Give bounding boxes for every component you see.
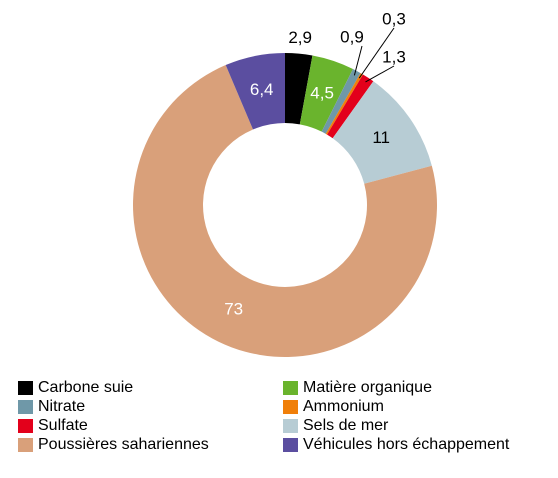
slice — [327, 74, 374, 139]
slice — [133, 65, 437, 357]
slice — [325, 73, 363, 135]
leader-line — [353, 45, 363, 76]
data-label: 4,5 — [310, 84, 334, 103]
legend-label: Sels de mer — [303, 417, 389, 434]
legend-label: Poussières sahariennes — [38, 436, 209, 453]
legend-swatch — [283, 419, 298, 433]
legend-swatch — [283, 381, 298, 395]
legend-swatch — [18, 419, 33, 433]
slice — [225, 53, 285, 130]
legend-label: Véhicules hors échappement — [303, 436, 510, 453]
slice — [332, 81, 432, 184]
data-label: 0,3 — [382, 9, 406, 28]
data-label: 11 — [372, 128, 390, 147]
legend-swatch — [18, 381, 33, 395]
legend-swatch — [283, 400, 298, 414]
legend-swatch — [18, 400, 33, 414]
legend-swatch — [18, 438, 33, 452]
data-label: 0,9 — [340, 27, 364, 46]
legend-swatch — [283, 438, 298, 452]
data-label: 2,9 — [288, 28, 312, 47]
legend-label: Carbone suie — [38, 379, 133, 396]
slice — [299, 55, 353, 132]
slice — [285, 53, 313, 125]
legend-label: Matière organique — [303, 379, 432, 396]
legend: Carbone suie Matière organique Nitrate Ammo… — [18, 379, 510, 453]
data-label: 73 — [224, 300, 243, 319]
legend-label: Ammonium — [303, 398, 384, 415]
slice — [321, 69, 361, 134]
data-label: 1,3 — [382, 47, 406, 66]
data-label: 6,4 — [250, 80, 274, 99]
leader-line — [365, 65, 395, 83]
leader-line — [358, 27, 395, 79]
legend-label: Nitrate — [38, 398, 85, 415]
legend-label: Sulfate — [38, 417, 88, 434]
